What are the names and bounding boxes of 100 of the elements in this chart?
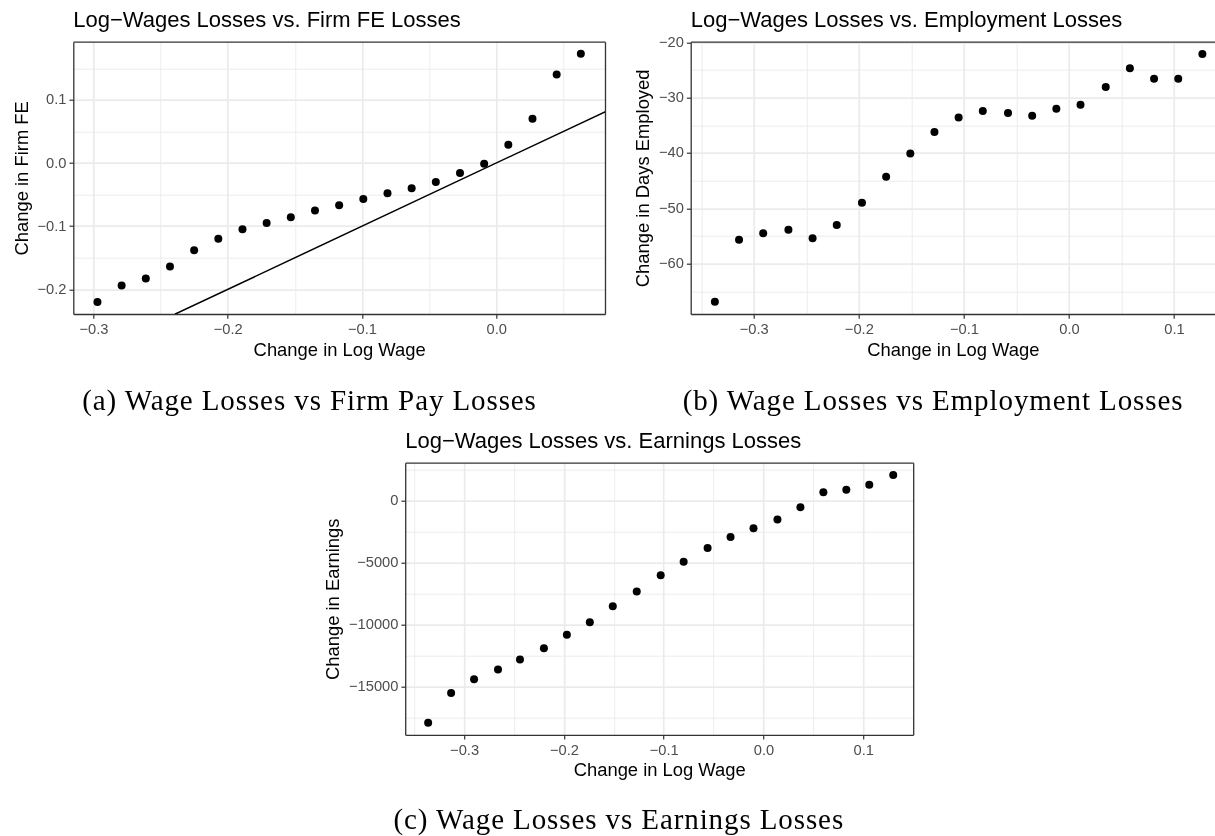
- point: [759, 229, 768, 238]
- x-axis-title: Change in Log Wage: [573, 759, 746, 781]
- point: [431, 177, 440, 186]
- point: [480, 159, 489, 168]
- point: [141, 274, 150, 283]
- point: [857, 198, 866, 207]
- point: [1101, 83, 1110, 92]
- x-axis-title: Change in Log Wage: [253, 338, 426, 360]
- point: [335, 201, 344, 210]
- point: [1150, 74, 1159, 83]
- point: [407, 184, 416, 193]
- y-tick-label: −10000: [348, 616, 399, 633]
- y-tick-label: −0.1: [37, 217, 67, 234]
- point: [238, 225, 247, 234]
- point: [262, 219, 271, 228]
- point: [735, 235, 744, 244]
- point: [930, 127, 939, 136]
- y-axis-title: Change in Earnings: [321, 518, 343, 680]
- x-tick-label: 0.1: [1164, 320, 1185, 337]
- chart-title: Log−Wages Losses vs. Firm FE Losses: [73, 6, 461, 32]
- point: [784, 225, 793, 234]
- x-tick-label: −0.2: [844, 320, 874, 337]
- point: [562, 630, 571, 639]
- y-tick-label: 0: [390, 492, 399, 509]
- x-tick-label: −0.1: [949, 320, 979, 337]
- point: [117, 281, 126, 290]
- point: [1125, 64, 1134, 73]
- point: [842, 485, 851, 494]
- point: [515, 655, 524, 664]
- point: [954, 113, 963, 122]
- chart-title: Log−Wages Losses vs. Employment Losses: [690, 6, 1123, 32]
- point: [528, 114, 537, 123]
- x-tick-label: 0.0: [486, 320, 507, 337]
- point: [1076, 100, 1085, 109]
- y-tick-label: −60: [658, 255, 684, 272]
- point: [796, 503, 805, 512]
- point: [504, 140, 513, 149]
- point: [494, 665, 503, 674]
- y-axis-title: Change in Firm FE: [10, 101, 32, 256]
- point: [93, 298, 102, 306]
- point: [832, 220, 841, 229]
- point: [447, 688, 456, 697]
- x-tick-label: −0.2: [549, 741, 579, 758]
- point: [889, 470, 898, 479]
- point: [749, 524, 758, 533]
- point: [1198, 49, 1207, 58]
- point: [585, 618, 594, 627]
- point: [1004, 109, 1013, 118]
- point: [359, 195, 368, 204]
- point: [1028, 111, 1037, 120]
- point: [882, 172, 891, 181]
- x-tick-label: 0.1: [853, 741, 874, 758]
- point: [310, 206, 319, 215]
- point: [424, 718, 433, 727]
- point: [819, 488, 828, 497]
- y-axis-title: Change in Days Employed: [631, 69, 653, 288]
- point: [1174, 74, 1183, 83]
- y-tick-label: −0.2: [37, 280, 67, 297]
- point: [726, 532, 735, 541]
- x-tick-label: 0.0: [1059, 320, 1080, 337]
- y-tick-label: −50: [658, 199, 684, 216]
- y-tick-label: −15000: [348, 678, 399, 695]
- point: [576, 49, 585, 58]
- point: [608, 602, 617, 611]
- point: [165, 262, 174, 271]
- x-axis-title: Change in Log Wage: [867, 338, 1040, 360]
- point: [632, 587, 641, 596]
- point: [773, 515, 782, 524]
- text: (b) Wage Losses vs Employment Losses: [682, 383, 1184, 416]
- y-tick-label: −5000: [357, 554, 399, 571]
- text: (a) Wage Losses vs Firm Pay Losses: [82, 383, 537, 416]
- y-tick-label: 0.1: [46, 91, 67, 108]
- point: [539, 644, 548, 653]
- x-tick-label: −0.3: [79, 320, 109, 337]
- point: [710, 297, 719, 306]
- chart-title: Log−Wages Losses vs. Earnings Losses: [405, 427, 802, 453]
- x-tick-label: −0.2: [213, 320, 243, 337]
- point: [470, 675, 479, 684]
- point: [906, 149, 915, 158]
- point: [865, 480, 874, 489]
- point: [978, 106, 987, 115]
- point: [214, 234, 223, 243]
- point: [552, 70, 561, 79]
- x-tick-label: −0.3: [739, 320, 769, 337]
- point: [703, 544, 712, 553]
- point: [286, 213, 295, 222]
- x-tick-label: −0.3: [450, 741, 480, 758]
- y-tick-label: −40: [658, 144, 684, 161]
- point: [455, 169, 464, 178]
- y-tick-label: −20: [658, 33, 684, 50]
- point: [1052, 104, 1061, 113]
- text: (c) Wage Losses vs Earnings Losses: [393, 802, 845, 835]
- point: [808, 234, 817, 243]
- point: [383, 189, 392, 198]
- y-tick-label: −30: [658, 89, 684, 106]
- y-tick-label: 0.0: [46, 154, 67, 171]
- x-tick-label: 0.0: [753, 741, 775, 758]
- point: [190, 246, 199, 255]
- point: [679, 557, 688, 566]
- point: [656, 571, 665, 580]
